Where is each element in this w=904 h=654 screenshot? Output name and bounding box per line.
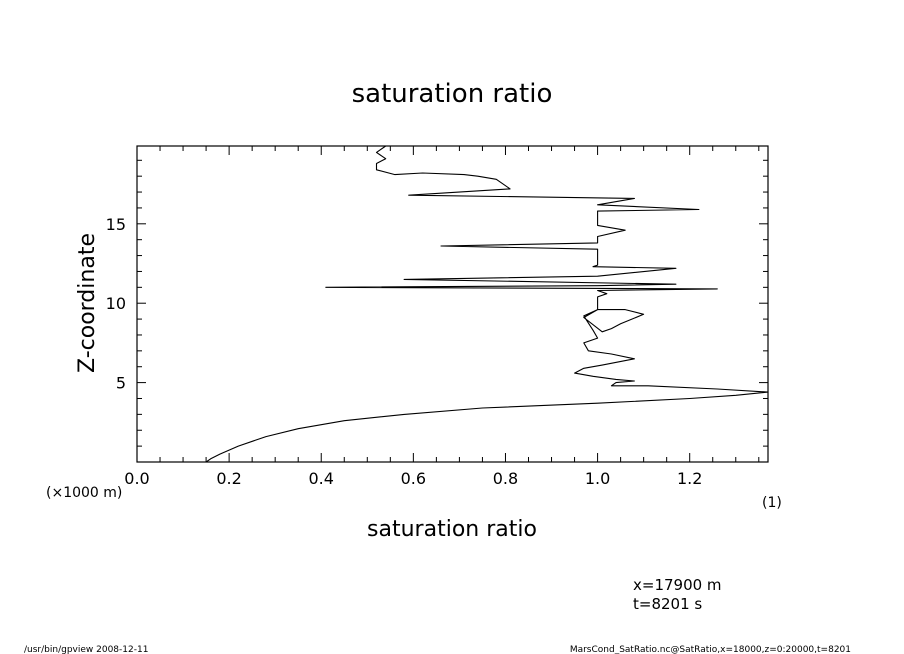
time-annotation: t=8201 s <box>633 595 702 613</box>
x-tick-label: 0.2 <box>216 469 241 488</box>
x-axis-title: saturation ratio <box>367 517 537 542</box>
x-tick-label: 0.8 <box>493 469 518 488</box>
y-tick-label: 10 <box>106 294 126 313</box>
tick-labels: 0.0 0.2 0.4 0.6 0.8 1.0 1.2 5 10 15 <box>106 215 703 488</box>
plot-frame <box>136 145 769 463</box>
x-position-annotation: x=17900 m <box>633 576 722 594</box>
x-tick-label: 0.4 <box>309 469 334 488</box>
x-tick-label: 0.0 <box>124 469 149 488</box>
x-tick-label: 1.2 <box>677 469 702 488</box>
tick-marks <box>136 146 768 462</box>
y-tick-label: 15 <box>106 215 126 234</box>
footer-right: MarsCond_SatRatio.nc@SatRatio,x=18000,z=… <box>570 645 851 654</box>
axes <box>136 145 769 463</box>
y-axis-title: Z-coordinate <box>75 233 100 373</box>
series-layer <box>205 145 769 463</box>
chart-title: saturation ratio <box>352 79 553 109</box>
x-tick-label: 1.0 <box>585 469 610 488</box>
y-unit-label: (×1000 m) <box>46 485 122 501</box>
y-tick-label: 5 <box>116 374 126 393</box>
series-line <box>205 145 769 463</box>
footer-left: /usr/bin/gpview 2008-12-11 <box>24 645 148 654</box>
x-unit-label: (1) <box>762 495 782 511</box>
x-tick-label: 0.6 <box>401 469 426 488</box>
